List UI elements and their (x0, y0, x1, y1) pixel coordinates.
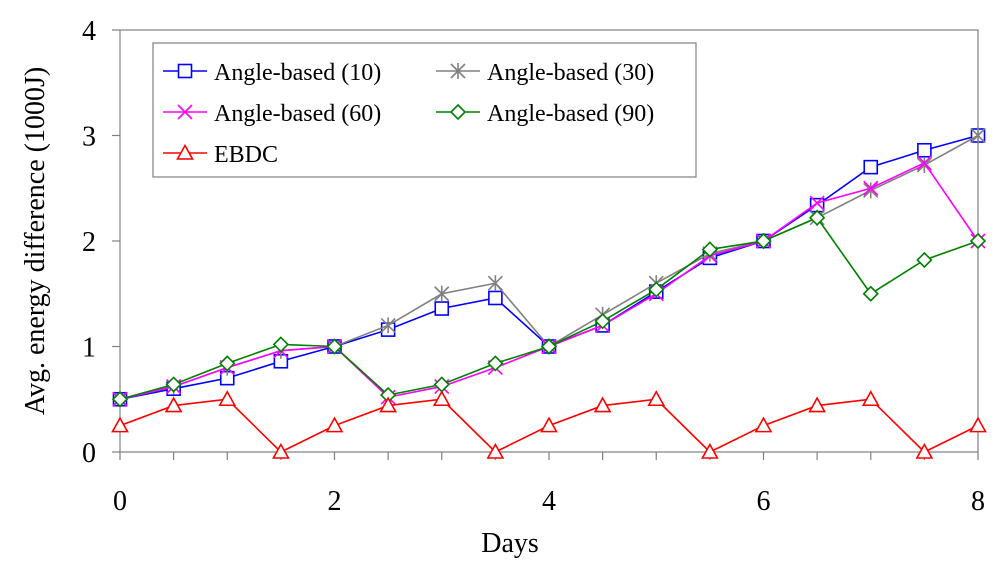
data-point (380, 317, 396, 334)
data-point (434, 301, 450, 316)
data-point (647, 390, 666, 407)
data-point (488, 290, 503, 306)
series-5 (111, 390, 987, 459)
data-point (540, 338, 558, 355)
data-point (863, 159, 879, 175)
data-point (917, 142, 932, 158)
data-point (809, 195, 825, 211)
data-point (486, 442, 505, 459)
legend-label: Angle-based (60) (214, 101, 381, 127)
legend-label: Angle-based (10) (214, 60, 381, 86)
data-point (272, 442, 290, 459)
legend-marker (176, 143, 194, 160)
data-point (219, 355, 236, 372)
x-axis-title: Days (481, 528, 539, 559)
legend-entry: Angle-based (10) (163, 60, 381, 86)
legend-entry: EBDC (163, 142, 278, 168)
data-point (916, 251, 933, 269)
data-point (861, 390, 880, 407)
legend-entry: Angle-based (60) (163, 101, 381, 127)
data-point (272, 336, 290, 353)
data-point (165, 376, 182, 393)
data-point (487, 275, 503, 292)
data-point (915, 442, 934, 459)
legend-marker (177, 63, 193, 79)
data-point (808, 209, 826, 226)
x-tick-label: 0 (113, 486, 127, 517)
data-point (218, 390, 237, 407)
legend-entry: Angle-based (90) (436, 101, 654, 127)
data-point (648, 281, 665, 298)
legend-marker (177, 104, 193, 120)
x-tick-label: 2 (328, 486, 342, 517)
legend-label: Angle-based (30) (487, 60, 654, 86)
x-tick-label: 6 (757, 486, 771, 517)
x-tick-label: 4 (542, 486, 556, 517)
data-point (111, 391, 129, 408)
data-point (164, 396, 183, 413)
y-tick-label: 3 (82, 122, 96, 153)
legend-entry: Angle-based (30) (436, 60, 654, 86)
data-point (701, 241, 719, 258)
data-point (111, 416, 129, 433)
data-point (594, 313, 611, 330)
data-point (487, 355, 504, 372)
y-tick-label: 2 (82, 227, 96, 258)
x-tick-label: 8 (971, 486, 985, 517)
y-axis-title: Avg. energy difference (1000J) (20, 67, 51, 415)
data-point (862, 285, 879, 302)
data-point (593, 396, 612, 413)
data-point (379, 396, 397, 413)
data-point (969, 416, 987, 433)
y-tick-label: 0 (82, 438, 96, 469)
series-4 (111, 209, 987, 408)
data-point (755, 232, 772, 250)
data-point (701, 442, 719, 459)
data-point (325, 416, 344, 433)
data-point (808, 396, 826, 413)
data-point (432, 390, 451, 407)
legend-label: Angle-based (90) (487, 101, 654, 127)
data-point (970, 127, 986, 144)
legend-label: EBDC (214, 142, 278, 168)
data-point (754, 416, 773, 433)
legend-marker (449, 103, 467, 121)
data-point (434, 285, 450, 302)
y-tick-label: 1 (82, 333, 96, 364)
y-tick-label: 4 (82, 16, 96, 47)
data-point (326, 338, 343, 355)
data-point (969, 232, 987, 250)
data-point (863, 180, 879, 196)
data-point (540, 416, 558, 433)
legend-box (152, 42, 697, 178)
legend-marker (450, 63, 466, 79)
data-point (916, 155, 932, 171)
